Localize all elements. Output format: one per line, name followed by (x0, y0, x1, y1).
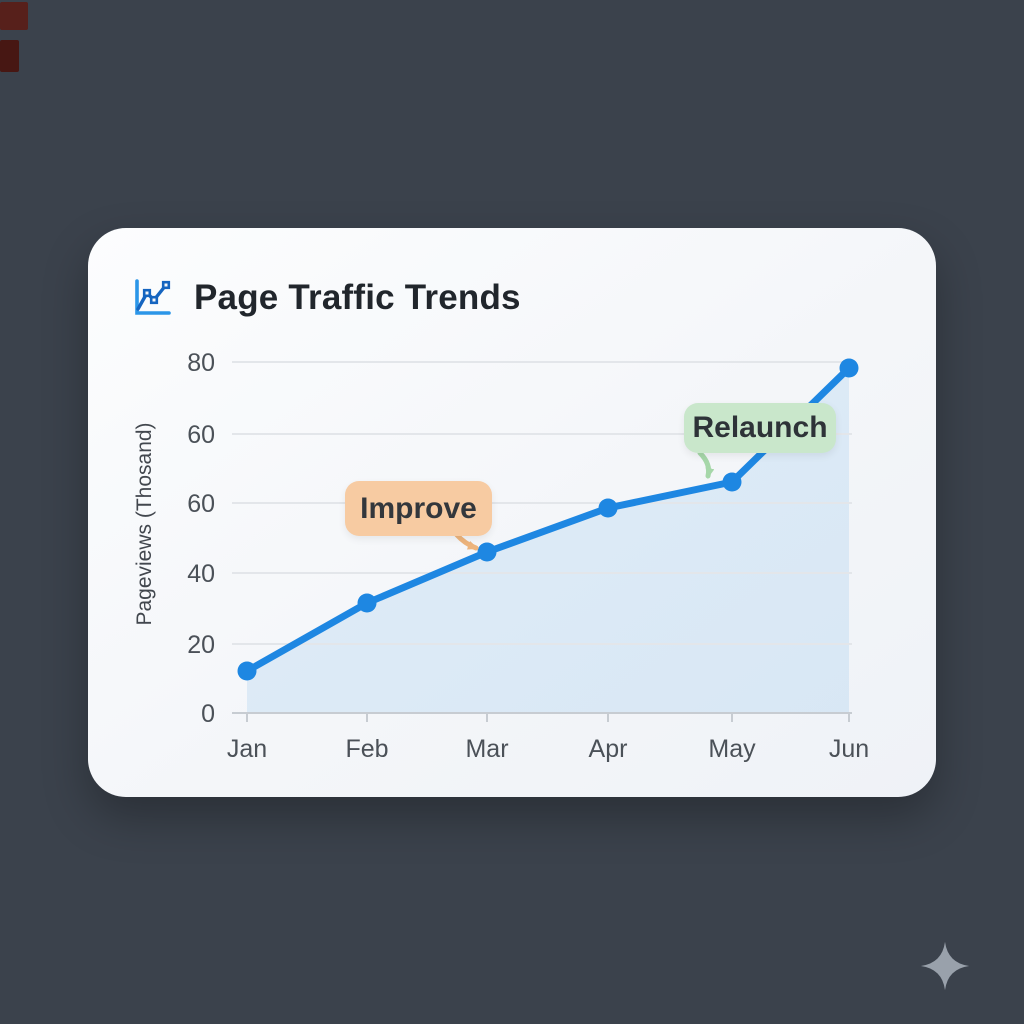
data-point-jun (839, 358, 859, 378)
traffic-line (243, 364, 853, 675)
corner-mark-top (0, 2, 28, 30)
traffic-card: Page Traffic Trends 80 60 60 40 20 0 Jan Feb Mar… (88, 228, 936, 797)
data-point-mar (477, 542, 497, 562)
icon-marker (142, 288, 152, 298)
sparkle-shape (920, 941, 970, 991)
data-point-jan (237, 661, 257, 681)
card-header: Page Traffic Trends (130, 276, 521, 320)
y-tick-label: 40 (187, 560, 215, 588)
corner-mark-bottom (0, 40, 19, 72)
y-tick-label: 60 (187, 490, 215, 518)
traffic-area (247, 368, 849, 713)
improve-annotation-arrow (453, 531, 479, 551)
data-point-may (722, 472, 742, 492)
relaunch-annotation-arrow (697, 450, 715, 479)
y-tick-label: 60 (187, 421, 215, 449)
x-tick-label: Mar (465, 735, 508, 763)
annotation-badge-improve: Improve (345, 481, 492, 536)
y-tick-label: 0 (201, 700, 215, 728)
line-chart-icon (135, 279, 171, 315)
annotation-badge-relaunch: Relaunch (684, 403, 836, 453)
traffic-chart: 80 60 60 40 20 0 Jan Feb Mar Apr May Jun Pageviews (… (133, 349, 869, 763)
data-point-feb (357, 593, 377, 613)
x-tick-label: Jun (829, 735, 869, 763)
y-tick-label: 20 (187, 631, 215, 659)
icon-marker (161, 280, 171, 290)
icon-axis (135, 279, 171, 315)
chart-title: Page Traffic Trends (194, 278, 521, 317)
y-tick-label: 80 (187, 349, 215, 377)
sparkle-icon (920, 941, 970, 991)
icon-marker (149, 295, 159, 305)
x-tick-label: Feb (345, 735, 388, 763)
x-tick-label: May (708, 735, 756, 763)
y-axis-title: Pageviews (Thosand) (133, 422, 156, 625)
data-point-apr (598, 498, 618, 518)
x-tick-label: Apr (589, 735, 628, 763)
x-tick-label: Jan (227, 735, 267, 763)
